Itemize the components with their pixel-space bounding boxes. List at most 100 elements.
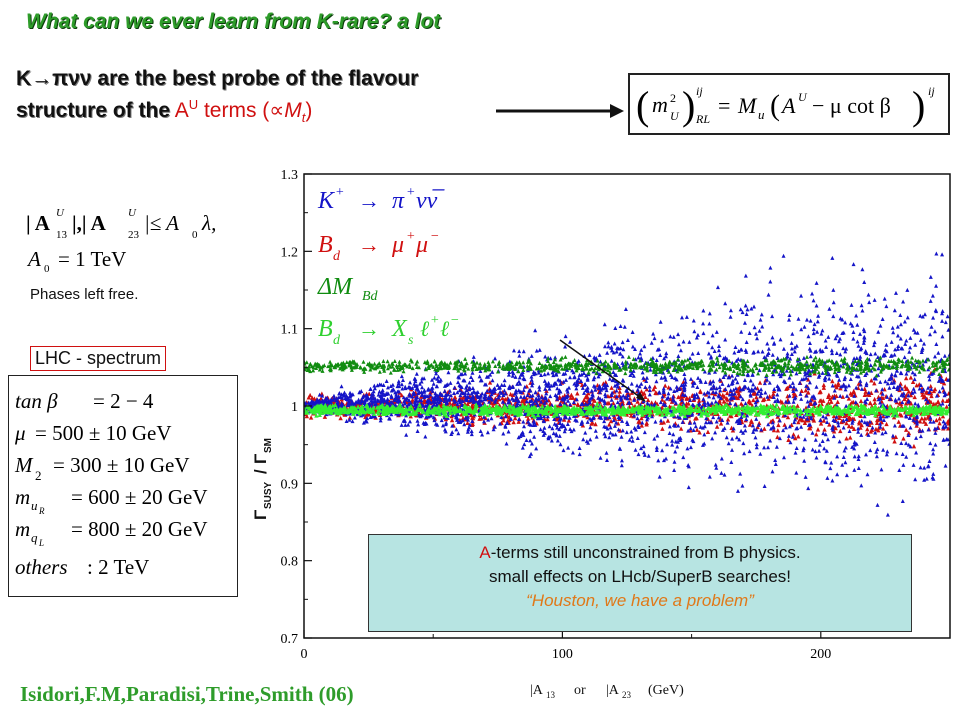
scatter-point — [339, 384, 344, 389]
scatter-point — [810, 447, 815, 452]
scatter-point — [534, 446, 539, 451]
scatter-point — [599, 362, 604, 367]
scatter-point — [943, 320, 948, 325]
scatter-point — [439, 418, 444, 423]
scatter-point — [733, 345, 738, 349]
scatter-point — [604, 424, 609, 429]
scatter-point — [486, 396, 491, 401]
scatter-point — [493, 363, 498, 368]
scatter-point — [730, 381, 735, 386]
scatter-point — [471, 354, 476, 359]
scatter-point — [557, 427, 562, 432]
scatter-point — [789, 340, 794, 345]
scatter-point — [730, 436, 735, 441]
scatter-point — [931, 419, 936, 424]
scatter-point — [906, 389, 911, 394]
scatter-point — [463, 364, 468, 369]
scatter-point — [691, 428, 696, 433]
scatter-point — [410, 397, 415, 402]
scatter-point — [758, 393, 763, 398]
scatter-point — [368, 387, 373, 392]
scatter-point — [376, 398, 381, 403]
scatter-point — [854, 313, 859, 318]
scatter-point — [626, 393, 631, 398]
lhc-spectrum-label: LHC - spectrum — [30, 346, 167, 371]
scatter-point — [832, 388, 837, 393]
scatter-point — [630, 344, 635, 349]
scatter-point — [542, 378, 547, 383]
scatter-point — [501, 417, 506, 423]
scatter-point — [382, 368, 387, 373]
scatter-point — [903, 427, 909, 432]
scatter-point — [850, 323, 855, 328]
scatter-point — [518, 363, 523, 368]
scatter-point — [363, 418, 368, 423]
scatter-point — [515, 403, 520, 408]
scatter-point — [731, 426, 736, 431]
scatter-point — [724, 435, 729, 440]
scatter-point — [725, 366, 730, 371]
scatter-point — [702, 400, 707, 405]
scatter-point — [826, 400, 831, 406]
scatter-point — [492, 424, 497, 429]
scatter-point — [658, 362, 663, 367]
scatter-point — [436, 374, 441, 379]
scatter-point — [770, 418, 776, 423]
scatter-point — [661, 386, 666, 391]
scatter-point — [940, 252, 945, 257]
scatter-point — [894, 451, 899, 456]
scatter-point — [789, 364, 794, 369]
scatter-point — [612, 362, 617, 367]
scatter-point — [742, 451, 747, 456]
scatter-point — [595, 358, 600, 363]
scatter-point — [841, 425, 846, 430]
scatter-point — [883, 379, 888, 384]
scatter-point — [422, 388, 427, 393]
scatter-point — [835, 399, 840, 405]
scatter-point — [597, 352, 602, 357]
scatter-point — [787, 312, 792, 317]
scatter-point — [900, 499, 905, 504]
scatter-point — [880, 391, 885, 396]
scatter-point — [680, 360, 685, 365]
scatter-point — [934, 417, 939, 423]
scatter-point — [814, 431, 819, 437]
scatter-point — [328, 366, 333, 371]
scatter-point — [940, 401, 945, 406]
scatter-point — [313, 362, 318, 367]
scatter-point — [402, 362, 407, 367]
scatter-point — [554, 372, 559, 377]
scatter-point — [853, 400, 858, 405]
scatter-point — [402, 399, 407, 404]
scatter-point — [515, 381, 520, 386]
scatter-point — [668, 334, 673, 339]
scatter-point — [915, 363, 920, 368]
scatter-point — [844, 403, 849, 408]
scatter-point — [714, 355, 719, 360]
scatter-point — [477, 374, 482, 379]
scatter-point — [574, 379, 579, 384]
scatter-point — [638, 364, 643, 369]
scatter-point — [612, 389, 617, 394]
scatter-point — [582, 382, 587, 387]
scatter-point — [754, 366, 759, 371]
scatter-point — [884, 304, 889, 309]
scatter-point — [722, 426, 727, 431]
scatter-point — [660, 338, 665, 343]
scatter-point — [816, 370, 821, 375]
scatter-point — [542, 425, 547, 430]
scatter-point — [775, 428, 781, 433]
scatter-point — [658, 353, 663, 358]
eq-u: u — [758, 107, 765, 122]
scatter-point — [414, 398, 419, 403]
scatter-point — [743, 347, 748, 352]
spec-subsub-4: L — [38, 538, 44, 548]
scatter-point — [696, 398, 702, 403]
scatter-point — [688, 356, 693, 361]
scatter-point — [489, 397, 494, 402]
scatter-point — [334, 400, 339, 405]
scatter-point — [412, 381, 417, 386]
scatter-point — [388, 383, 393, 388]
scatter-point — [822, 446, 827, 451]
scatter-point — [764, 372, 769, 377]
